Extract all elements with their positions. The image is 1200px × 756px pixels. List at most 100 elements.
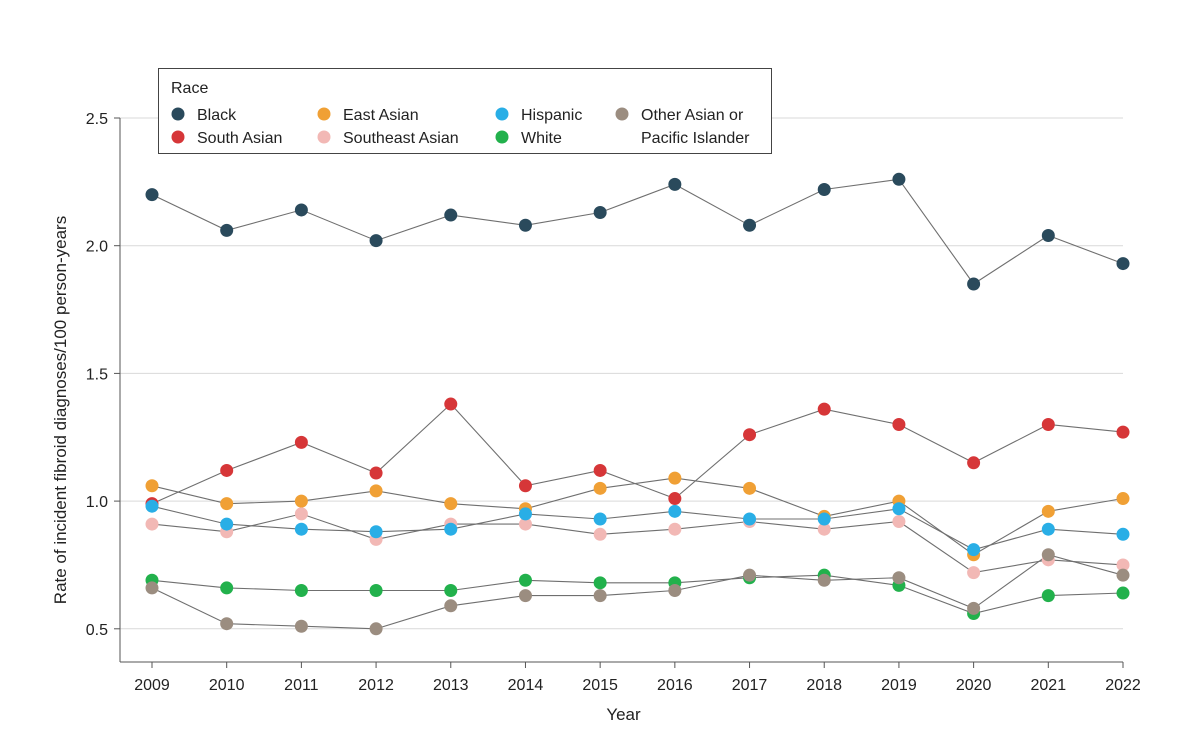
point-hispanic <box>518 507 532 521</box>
point-southeast-asian <box>668 522 682 536</box>
point-hispanic <box>444 522 458 536</box>
point-black <box>817 183 831 197</box>
series-line-other-asian-or-pacific-islander <box>151 554 1124 630</box>
point-black <box>220 223 234 237</box>
point-south-asian <box>1041 417 1055 431</box>
series <box>145 172 1130 636</box>
point-hispanic <box>668 504 682 518</box>
point-southeast-asian <box>593 527 607 541</box>
point-black <box>145 188 159 202</box>
point-white <box>518 573 532 587</box>
point-other-asian-or-pacific-islander <box>668 583 682 597</box>
point-other-asian-or-pacific-islander <box>892 571 906 585</box>
point-southeast-asian <box>967 566 981 580</box>
x-tick-label: 2012 <box>358 677 394 694</box>
point-hispanic <box>817 512 831 526</box>
x-tick-label: 2017 <box>732 677 768 694</box>
point-east-asian <box>743 481 757 495</box>
point-southeast-asian <box>892 515 906 529</box>
y-tick-label: 2.5 <box>86 111 108 128</box>
point-hispanic <box>892 502 906 516</box>
series-line-southeast-asian <box>151 513 1124 574</box>
point-east-asian <box>668 471 682 485</box>
legend-marker-east-asian <box>317 107 331 121</box>
legend-label-other-asian-or-pacific-islander: Other Asian or <box>641 107 744 124</box>
y-axis-title: Rate of incident fibroid diagnoses/100 p… <box>51 216 70 604</box>
point-other-asian-or-pacific-islander <box>967 601 981 615</box>
point-south-asian <box>817 402 831 416</box>
point-black <box>1041 228 1055 242</box>
point-south-asian <box>967 456 981 470</box>
point-south-asian <box>1116 425 1130 439</box>
point-southeast-asian <box>294 507 308 521</box>
x-tick-label: 2011 <box>284 677 319 694</box>
point-other-asian-or-pacific-islander <box>294 619 308 633</box>
point-south-asian <box>444 397 458 411</box>
point-east-asian <box>369 484 383 498</box>
x-tick-label: 2014 <box>508 677 544 694</box>
legend-label-southeast-asian: Southeast Asian <box>343 130 459 147</box>
point-east-asian <box>1041 504 1055 518</box>
point-hispanic <box>1041 522 1055 536</box>
point-black <box>369 234 383 248</box>
series-line-white <box>151 574 1124 615</box>
point-east-asian <box>1116 492 1130 506</box>
point-hispanic <box>593 512 607 526</box>
point-white <box>444 583 458 597</box>
legend-label-other-asian-or-pacific-islander: Pacific Islander <box>641 130 750 147</box>
legend-label-hispanic: Hispanic <box>521 107 582 124</box>
legend-box <box>158 68 772 154</box>
point-east-asian <box>593 481 607 495</box>
series-lines <box>151 178 1124 630</box>
point-white <box>294 583 308 597</box>
point-black <box>668 177 682 191</box>
point-southeast-asian <box>518 517 532 531</box>
legend-marker-hispanic <box>495 107 509 121</box>
point-white <box>593 576 607 590</box>
point-south-asian <box>892 417 906 431</box>
point-southeast-asian <box>145 517 159 531</box>
y-tick-label: 0.5 <box>86 622 108 639</box>
series-line-east-asian <box>151 477 1124 556</box>
x-tick-label: 2016 <box>657 677 693 694</box>
point-south-asian <box>220 463 234 477</box>
point-east-asian <box>294 494 308 508</box>
point-black <box>593 205 607 219</box>
x-tick-label: 2013 <box>433 677 469 694</box>
y-tick-label: 2.0 <box>86 239 108 256</box>
legend: Race Black South Asian East Asian Southeast… <box>158 68 772 154</box>
x-axis-title: Year <box>606 705 641 724</box>
point-other-asian-or-pacific-islander <box>743 568 757 582</box>
point-black <box>444 208 458 222</box>
point-black <box>1116 257 1130 271</box>
x-tick-label: 2019 <box>881 677 917 694</box>
point-black <box>743 218 757 232</box>
legend-label-white: White <box>521 130 562 147</box>
point-hispanic <box>1116 527 1130 541</box>
point-white <box>1041 589 1055 603</box>
point-south-asian <box>518 479 532 493</box>
point-hispanic <box>145 499 159 513</box>
point-south-asian <box>593 463 607 477</box>
point-black <box>294 203 308 217</box>
point-other-asian-or-pacific-islander <box>518 589 532 603</box>
legend-marker-black <box>171 107 185 121</box>
series-points <box>145 172 1130 636</box>
x-tick-label: 2022 <box>1105 677 1141 694</box>
legend-marker-southeast-asian <box>317 130 331 144</box>
point-south-asian <box>294 435 308 449</box>
series-line-hispanic <box>151 505 1124 551</box>
x-tick-label: 2010 <box>209 677 245 694</box>
point-east-asian <box>145 479 159 493</box>
legend-title: Race <box>171 80 208 97</box>
x-tick-label: 2018 <box>806 677 842 694</box>
y-tick-label: 1.0 <box>86 494 108 511</box>
x-tick-label: 2021 <box>1031 677 1067 694</box>
point-white <box>1116 586 1130 600</box>
point-southeast-asian <box>817 522 831 536</box>
point-east-asian <box>444 497 458 511</box>
point-white <box>369 583 383 597</box>
y-ticks: 0.5 1.0 1.5 2.0 2.5 <box>86 111 120 639</box>
point-other-asian-or-pacific-islander <box>145 581 159 595</box>
point-other-asian-or-pacific-islander <box>1116 568 1130 582</box>
